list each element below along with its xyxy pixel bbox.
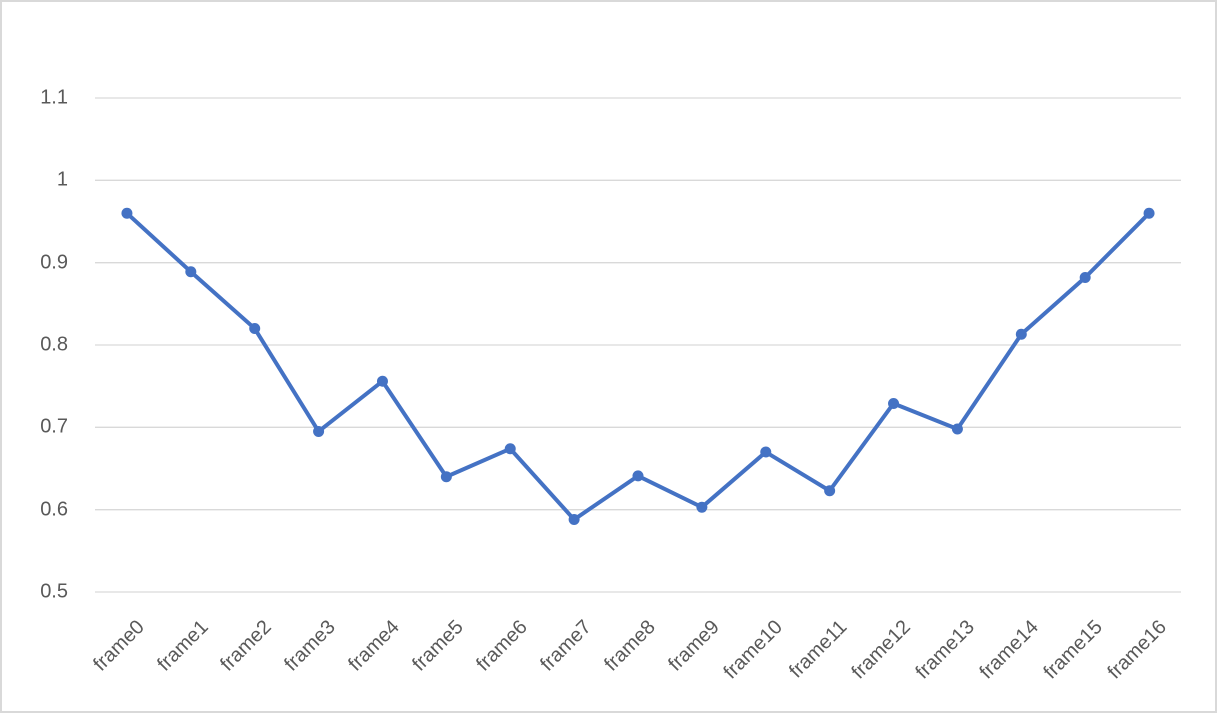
y-tick-label: 1 [56,168,68,191]
data-point-marker [632,470,644,482]
data-point-marker [888,397,900,409]
y-tick-label: 0.7 [40,415,68,438]
data-point-marker [313,425,325,437]
data-point-marker [249,323,261,335]
data-point-marker [504,443,516,455]
y-tick-label: 0.5 [40,580,68,603]
data-point-marker [376,375,388,387]
data-point-marker [951,423,963,435]
data-point-marker [440,471,452,483]
y-tick-label: 1.1 [40,86,68,109]
data-point-marker [696,501,708,513]
data-point-marker [1079,271,1091,283]
data-point-marker [568,514,580,526]
y-tick-label: 0.6 [40,498,68,521]
data-point-marker [121,207,133,219]
data-point-marker [1143,207,1155,219]
data-point-marker [1015,328,1027,340]
data-point-marker [760,446,772,458]
data-point-marker [824,485,836,497]
data-point-marker [185,266,197,278]
y-tick-label: 0.9 [40,251,68,274]
y-tick-label: 0.8 [40,333,68,356]
